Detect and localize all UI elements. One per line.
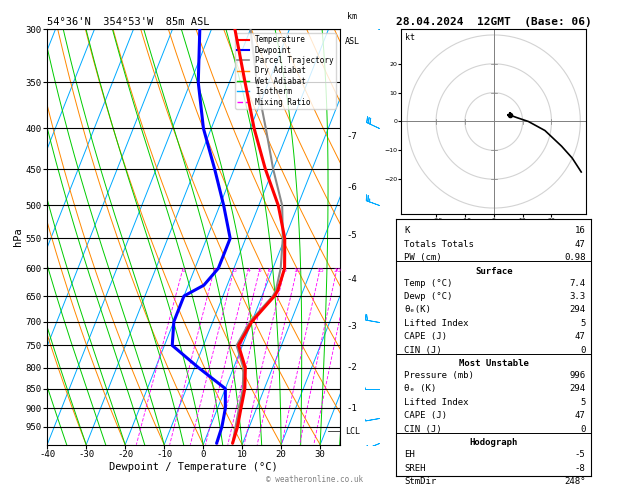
Text: 54°36'N  354°53'W  85m ASL: 54°36'N 354°53'W 85m ASL xyxy=(47,17,209,27)
Text: 47: 47 xyxy=(575,411,586,420)
Text: 47: 47 xyxy=(575,240,586,249)
Text: CIN (J): CIN (J) xyxy=(404,425,442,434)
Text: Temp (°C): Temp (°C) xyxy=(404,278,452,288)
Text: -8: -8 xyxy=(575,464,586,472)
Text: -7: -7 xyxy=(347,133,358,141)
Text: 5: 5 xyxy=(580,398,586,407)
Text: -4: -4 xyxy=(347,275,358,284)
Text: -6: -6 xyxy=(347,183,358,192)
Text: PW (cm): PW (cm) xyxy=(404,253,442,262)
Text: StmDir: StmDir xyxy=(404,477,437,486)
Text: 16: 16 xyxy=(575,226,586,235)
Text: K: K xyxy=(404,226,409,235)
Text: EH: EH xyxy=(404,450,415,459)
Text: 294: 294 xyxy=(569,384,586,394)
Text: 7.4: 7.4 xyxy=(569,278,586,288)
Text: -2: -2 xyxy=(347,363,358,372)
Text: θₑ(K): θₑ(K) xyxy=(404,306,431,314)
Text: Lifted Index: Lifted Index xyxy=(404,398,469,407)
Text: 15: 15 xyxy=(316,268,324,274)
Text: 20: 20 xyxy=(333,268,341,274)
Text: km: km xyxy=(347,12,357,21)
Text: 10: 10 xyxy=(293,268,301,274)
Text: 3: 3 xyxy=(232,268,236,274)
Y-axis label: hPa: hPa xyxy=(13,227,23,246)
Text: 996: 996 xyxy=(569,371,586,380)
Text: θₑ (K): θₑ (K) xyxy=(404,384,437,394)
Text: CIN (J): CIN (J) xyxy=(404,346,442,355)
Text: Dewp (°C): Dewp (°C) xyxy=(404,292,452,301)
Text: Lifted Index: Lifted Index xyxy=(404,319,469,328)
Text: -5: -5 xyxy=(575,450,586,459)
Text: 294: 294 xyxy=(569,306,586,314)
Text: 6: 6 xyxy=(267,268,271,274)
X-axis label: Dewpoint / Temperature (°C): Dewpoint / Temperature (°C) xyxy=(109,462,278,472)
Text: Pressure (mb): Pressure (mb) xyxy=(404,371,474,380)
Text: 5: 5 xyxy=(258,268,262,274)
Text: -3: -3 xyxy=(347,322,358,331)
Text: -1: -1 xyxy=(347,404,358,413)
Text: CAPE (J): CAPE (J) xyxy=(404,332,447,341)
Text: 4: 4 xyxy=(247,268,250,274)
Text: 2: 2 xyxy=(213,268,216,274)
Text: 5: 5 xyxy=(580,319,586,328)
Text: kt: kt xyxy=(405,33,415,42)
Text: © weatheronline.co.uk: © weatheronline.co.uk xyxy=(266,474,363,484)
Text: Surface: Surface xyxy=(475,267,513,276)
Text: 0: 0 xyxy=(580,346,586,355)
Text: -5: -5 xyxy=(347,231,358,240)
Text: 8: 8 xyxy=(283,268,287,274)
Text: Most Unstable: Most Unstable xyxy=(459,359,529,368)
Text: Totals Totals: Totals Totals xyxy=(404,240,474,249)
Text: 248°: 248° xyxy=(564,477,586,486)
Text: CAPE (J): CAPE (J) xyxy=(404,411,447,420)
Legend: Temperature, Dewpoint, Parcel Trajectory, Dry Adiabat, Wet Adiabat, Isotherm, Mi: Temperature, Dewpoint, Parcel Trajectory… xyxy=(235,33,336,109)
Text: 3.3: 3.3 xyxy=(569,292,586,301)
Text: 1: 1 xyxy=(181,268,185,274)
Text: 0.98: 0.98 xyxy=(564,253,586,262)
Text: 47: 47 xyxy=(575,332,586,341)
Text: 28.04.2024  12GMT  (Base: 06): 28.04.2024 12GMT (Base: 06) xyxy=(396,17,592,27)
Text: LCL: LCL xyxy=(345,427,360,436)
Text: Hodograph: Hodograph xyxy=(470,438,518,447)
Text: SREH: SREH xyxy=(404,464,426,472)
Text: ASL: ASL xyxy=(345,37,360,47)
Text: 0: 0 xyxy=(580,425,586,434)
